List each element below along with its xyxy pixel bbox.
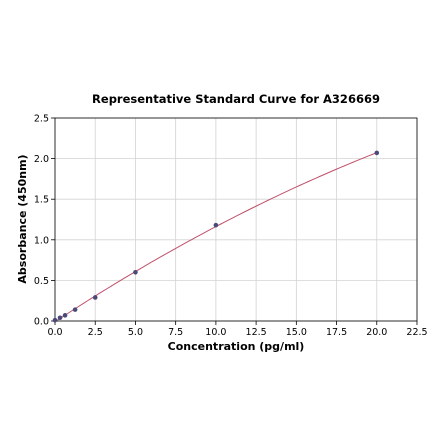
x-tick-label: 22.5 [406,327,427,338]
x-axis-label: Concentration (pg/ml) [168,340,305,353]
x-tick-label: 20.0 [366,327,387,338]
y-tick-label: 1.0 [34,235,49,246]
x-tick-label: 5.0 [128,327,143,338]
x-tick-label: 12.5 [246,327,267,338]
x-tick-label: 7.5 [168,327,183,338]
data-point [52,317,58,323]
y-tick-label: 0.5 [34,276,49,287]
y-axis-label: Absorbance (450nm) [16,154,29,283]
x-tick-label: 2.5 [88,327,103,338]
data-point [374,150,380,156]
x-tick-label: 10.0 [205,327,226,338]
y-tick-label: 0.0 [34,317,49,328]
y-tick-label: 1.5 [34,195,49,206]
data-point [62,313,68,318]
x-tick-label: 17.5 [326,327,347,338]
data-point [57,315,63,321]
x-tick-label: 0.0 [47,327,62,338]
y-tick-label: 2.0 [34,154,49,165]
data-point [92,295,98,300]
data-point [72,307,78,312]
plot-area-frame [54,117,418,322]
chart-title: Representative Standard Curve for A32666… [92,92,380,106]
y-tick-label: 2.5 [34,114,49,125]
data-point [133,269,138,275]
tick-layer: 0.0 2.5 5.0 7.5 10.0 12.5 15.0 17.5 20.0 22.5 0.0 0… [34,114,428,339]
data-point [213,222,219,228]
grid-layer [54,117,418,322]
x-tick-label: 15.0 [286,327,307,338]
point-layer [52,150,380,323]
